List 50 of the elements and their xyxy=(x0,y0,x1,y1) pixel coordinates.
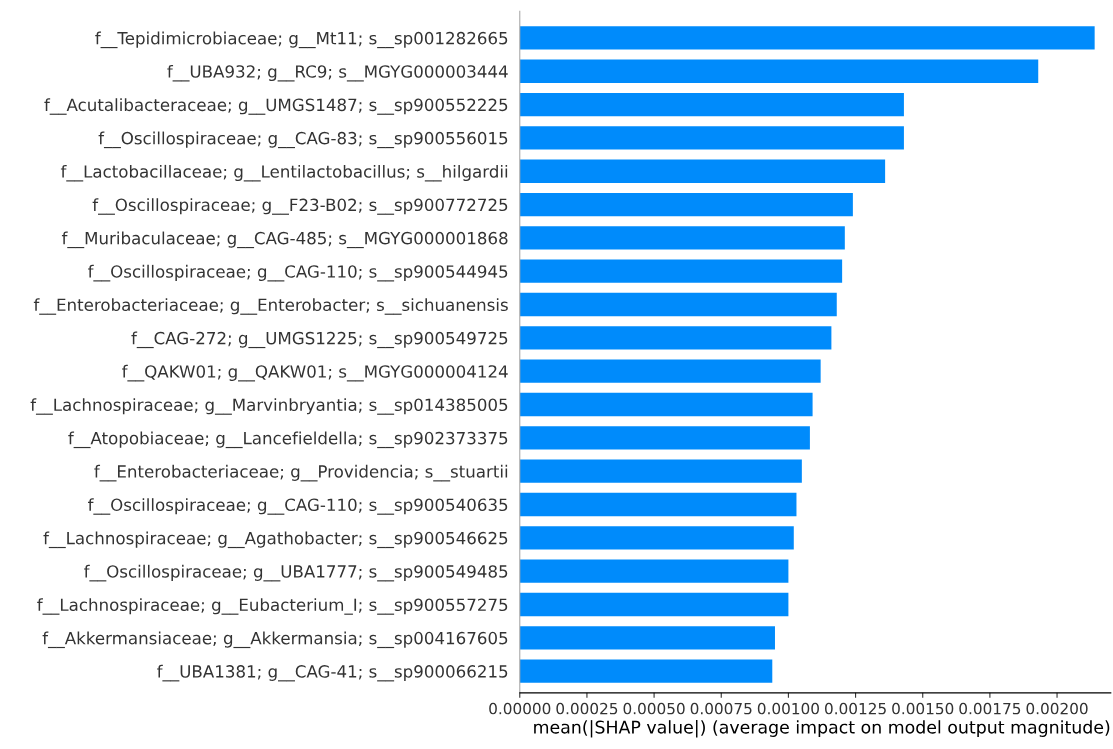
y-tick-label: f__Enterobacteriaceae; g__Providencia; s__stuartii xyxy=(94,464,508,482)
bar xyxy=(519,192,853,217)
y-tick-label: f__Atopobiaceae; g__Lancefieldella; s__sp902373375 xyxy=(68,431,508,449)
y-tick-label: f__QAKW01; g__QAKW01; s__MGYG000004124 xyxy=(122,364,508,382)
y-tick-label: f__Muribaculaceae; g__CAG-485; s__MGYG000001868 xyxy=(61,231,508,249)
x-tick-label: 0.00125 xyxy=(824,702,886,715)
y-tick-label: f__Akkermansiaceae; g__Akkermansia; s__sp004167605 xyxy=(42,631,508,649)
x-tick-label: 0.00050 xyxy=(623,702,685,715)
bar xyxy=(519,392,813,417)
bar xyxy=(519,592,789,617)
x-tick-label: 0.00000 xyxy=(489,702,551,715)
y-tick-label: f__UBA1381; g__CAG-41; s__sp900066215 xyxy=(157,664,508,682)
y-tick-label: f__Lachnospiraceae; g__Eubacterium_I; s__sp900557275 xyxy=(37,598,508,615)
y-tick-label: f__Tepidimicrobiaceae; g__Mt11; s__sp001282665 xyxy=(95,31,508,49)
bar xyxy=(519,59,1039,83)
x-tick-label: 0.00100 xyxy=(757,702,819,715)
bar xyxy=(519,126,904,150)
x-tick-label: 0.00025 xyxy=(556,702,618,715)
y-tick-label: f__Acutalibacteraceae; g__UMGS1487; s__sp900552225 xyxy=(44,98,508,115)
x-tick-label: 0.00175 xyxy=(959,702,1021,715)
y-tick-label: f__Oscillospiraceae; g__CAG-83; s__sp900556015 xyxy=(98,131,508,149)
bar xyxy=(519,159,886,183)
bar xyxy=(519,459,802,483)
bar xyxy=(519,559,789,583)
bar xyxy=(519,492,797,517)
x-tick-label: 0.00150 xyxy=(892,702,954,715)
bar xyxy=(519,292,837,317)
bar xyxy=(519,26,1095,50)
bar xyxy=(519,426,810,450)
y-tick-label: f__Lachnospiraceae; g__Agathobacter; s__sp900546625 xyxy=(43,531,508,549)
y-tick-label: f__Oscillospiraceae; g__UBA1777; s__sp900549485 xyxy=(84,564,508,582)
y-tick-label: f__Oscillospiraceae; g__CAG-110; s__sp900540635 xyxy=(88,498,508,515)
bar xyxy=(519,626,775,650)
y-tick-label: f__Lactobacillaceae; g__Lentilactobacillus; s__hilgardii xyxy=(60,164,508,182)
bar xyxy=(519,659,773,683)
x-axis-title: mean(|SHAP value|) (average impact on model output magnitude) xyxy=(534,720,1110,738)
y-tick-label: f__Oscillospiraceae; g__CAG-110; s__sp900544945 xyxy=(88,264,508,282)
x-tick-label: 0.00200 xyxy=(1026,702,1088,715)
y-tick-label: f__CAG-272; g__UMGS1225; s__sp900549725 xyxy=(131,331,508,349)
bar xyxy=(519,326,832,350)
bar xyxy=(519,226,845,250)
y-tick-label: f__Lachnospiraceae; g__Marvinbryantia; s__sp014385005 xyxy=(30,398,508,415)
bar xyxy=(519,359,821,383)
bar xyxy=(519,92,904,117)
bar xyxy=(519,259,843,283)
y-tick-label: f__Enterobacteriaceae; g__Enterobacter; s__sichuanensis xyxy=(33,298,508,315)
y-tick-label: f__Oscillospiraceae; g__F23-B02; s__sp900772725 xyxy=(92,198,508,215)
y-tick-label: f__UBA932; g__RC9; s__MGYG000003444 xyxy=(167,64,508,82)
x-tick-label: 0.00075 xyxy=(690,702,752,715)
bar xyxy=(519,526,794,550)
